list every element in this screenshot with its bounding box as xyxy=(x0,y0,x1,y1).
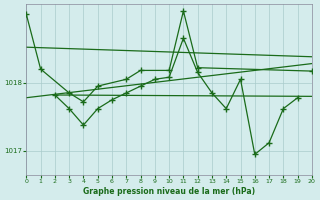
X-axis label: Graphe pression niveau de la mer (hPa): Graphe pression niveau de la mer (hPa) xyxy=(83,187,255,196)
